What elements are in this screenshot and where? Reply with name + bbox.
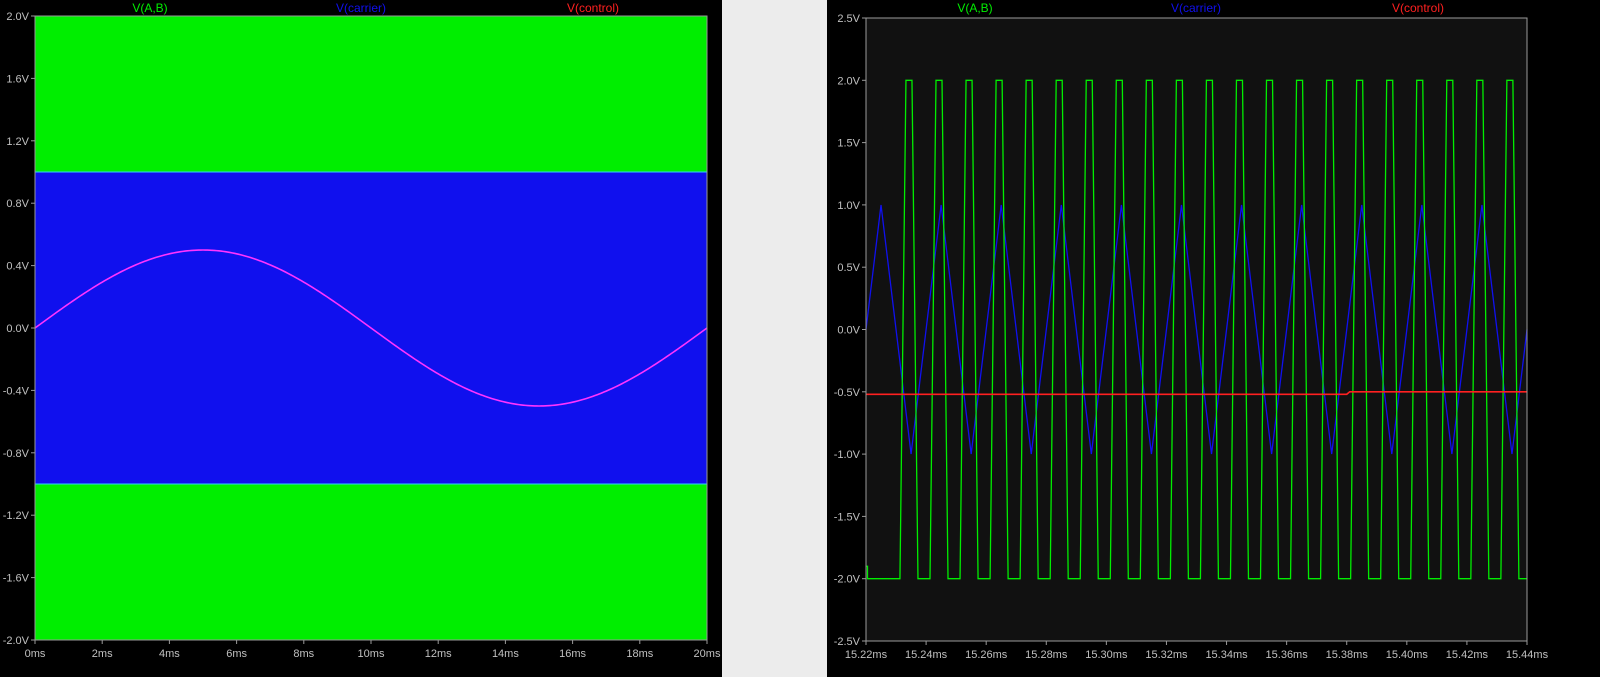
x-tick-label: 6ms	[226, 648, 247, 660]
y-tick-label: 0.0V	[837, 325, 860, 337]
y-tick-label: 1.0V	[837, 200, 860, 212]
x-tick-label: 8ms	[293, 648, 314, 660]
y-tick-label: 2.0V	[6, 11, 29, 23]
x-tick-label: 15.30ms	[1085, 649, 1128, 661]
y-tick-label: 1.2V	[6, 136, 29, 148]
y-tick-label: -1.2V	[3, 510, 30, 522]
x-tick-label: 20ms	[694, 648, 721, 660]
legend-label-vab: V(A,B)	[957, 1, 992, 15]
y-tick-label: -0.8V	[3, 448, 30, 460]
x-tick-label: 15.38ms	[1326, 649, 1369, 661]
series-v-control-line	[34, 249, 708, 407]
y-tick-label: -1.0V	[834, 449, 861, 461]
y-tick-label: 0.0V	[6, 323, 29, 335]
y-tick-label: 0.5V	[837, 262, 860, 274]
x-tick-label: 15.36ms	[1266, 649, 1309, 661]
y-tick-label: -2.0V	[834, 574, 861, 586]
x-tick-label: 15.22ms	[845, 649, 888, 661]
x-tick-label: 15.26ms	[965, 649, 1008, 661]
x-tick-label: 12ms	[425, 648, 452, 660]
y-tick-label: 1.6V	[6, 73, 29, 85]
x-tick-label: 15.40ms	[1386, 649, 1429, 661]
x-tick-label: 0ms	[25, 648, 46, 660]
series-vcarrier-line	[865, 204, 1528, 455]
right-waveform-plot: V(A,B) V(carrier) V(control) 2.5V 2.0V 1.5V 1.…	[834, 1, 1549, 661]
legend-label-vcarrier: V(carrier)	[336, 1, 386, 15]
y-tick-label: 0.4V	[6, 261, 29, 273]
legend-label-vcontrol: V(control)	[567, 1, 619, 15]
y-tick-label: -0.5V	[834, 387, 861, 399]
y-tick-label: -0.4V	[3, 385, 30, 397]
x-tick-label: 15.44ms	[1506, 649, 1549, 661]
x-tick-label: 15.34ms	[1205, 649, 1248, 661]
x-tick-label: 15.28ms	[1025, 649, 1068, 661]
x-tick-label: 4ms	[159, 648, 180, 660]
series-vab-line	[866, 79, 1527, 580]
y-tick-label: 2.5V	[837, 13, 860, 25]
right-waveform-panel: V(A,B) V(carrier) V(control) 2.5V 2.0V 1.5V 1.…	[827, 0, 1600, 677]
x-tick-label: 15.32ms	[1145, 649, 1188, 661]
y-tick-label: -2.0V	[3, 635, 30, 647]
y-tick-label: 2.0V	[837, 75, 860, 87]
series-vcontrol-line	[866, 391, 1527, 396]
legend-label-vcontrol: V(control)	[1392, 1, 1444, 15]
y-tick-label: -1.5V	[834, 511, 861, 523]
left-waveform-panel: V(A,B) V(carrier) V(control) 2.0V 1.6V 1.2V 0.…	[0, 0, 722, 677]
left-waveform-plot: V(A,B) V(carrier) V(control) 2.0V 1.6V 1.2V 0.…	[3, 1, 721, 660]
y-tick-label: 1.5V	[837, 138, 860, 150]
legend-label-vab: V(A,B)	[132, 1, 167, 15]
y-tick-label: -1.6V	[3, 573, 30, 585]
legend-label-vcarrier: V(carrier)	[1171, 1, 1221, 15]
y-tick-label: 0.8V	[6, 198, 29, 210]
x-tick-label: 15.24ms	[905, 649, 948, 661]
x-tick-label: 18ms	[626, 648, 653, 660]
y-tick-label: -2.5V	[834, 636, 861, 648]
x-tick-label: 14ms	[492, 648, 519, 660]
x-tick-label: 16ms	[559, 648, 586, 660]
x-tick-label: 10ms	[358, 648, 385, 660]
x-tick-label: 15.42ms	[1446, 649, 1489, 661]
x-tick-label: 2ms	[92, 648, 113, 660]
